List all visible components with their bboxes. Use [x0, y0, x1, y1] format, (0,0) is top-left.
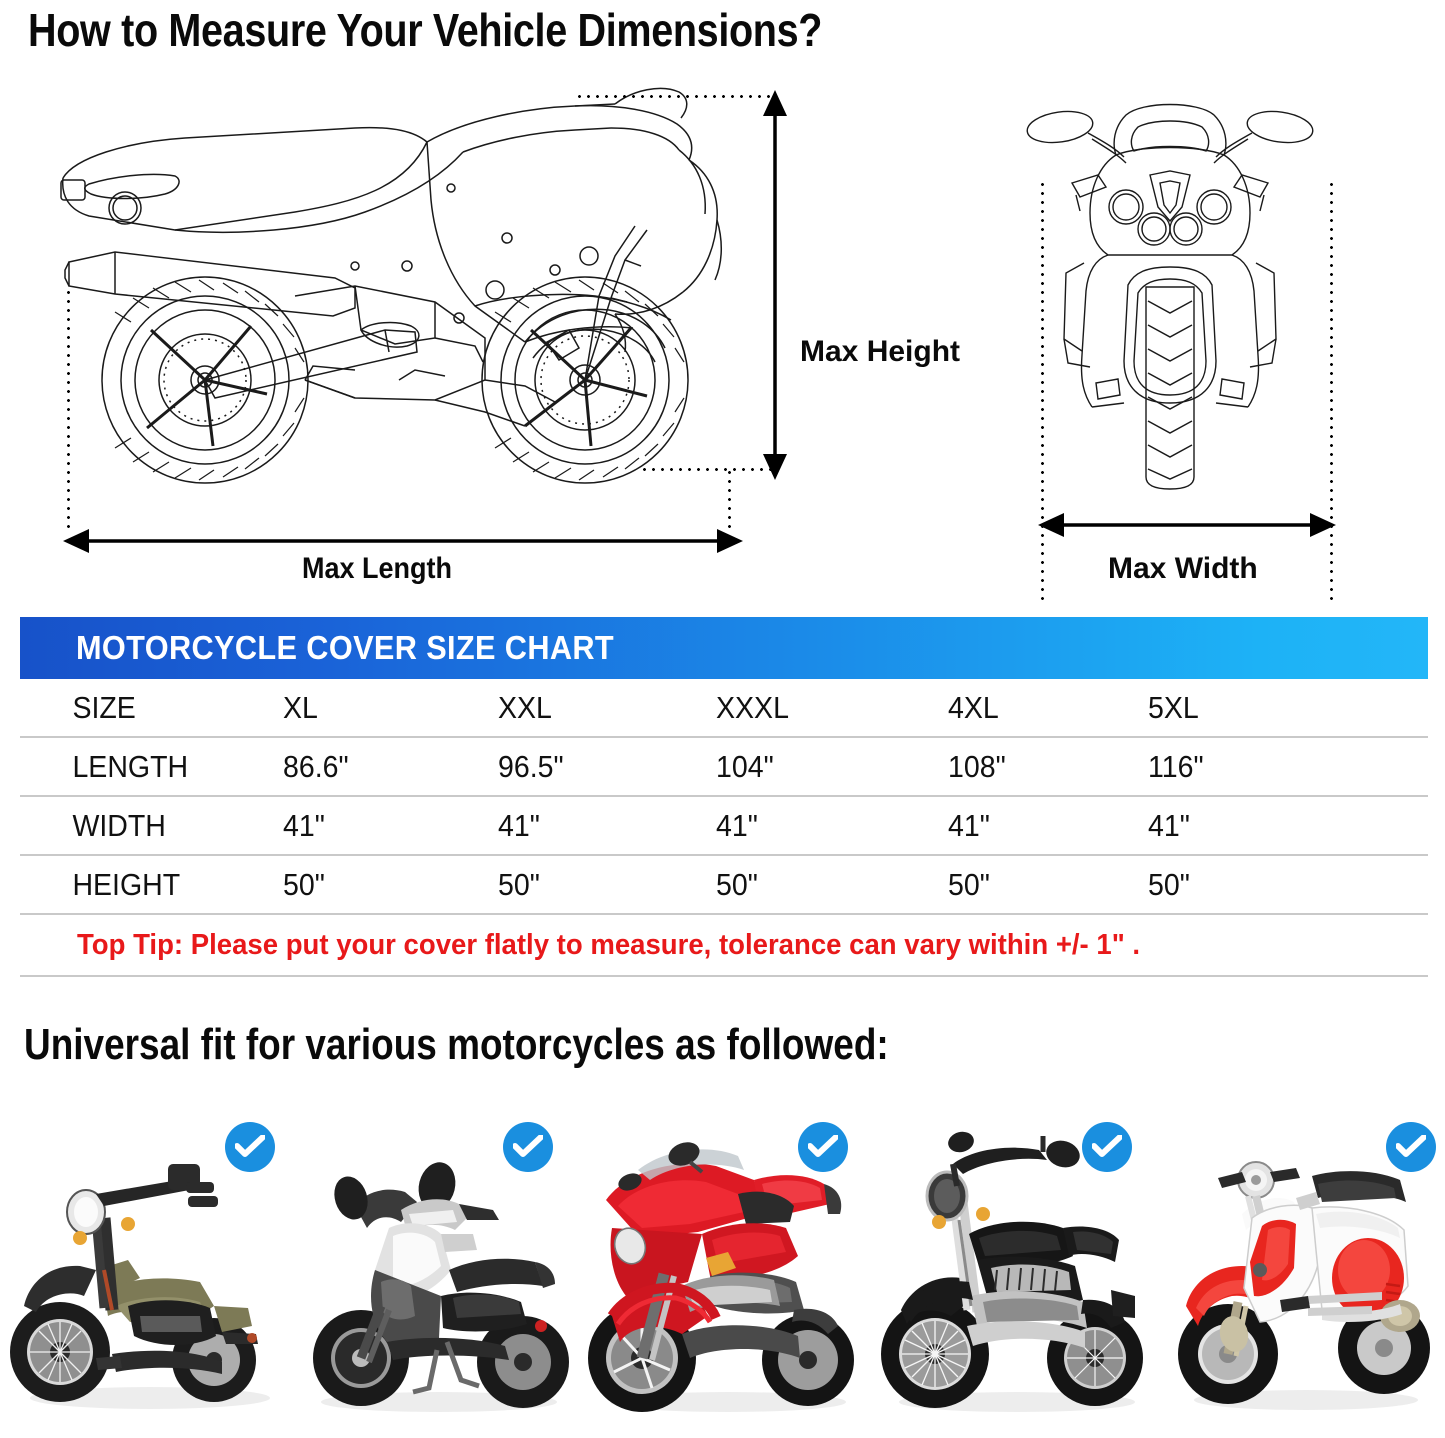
cell-width-xxl: 41" [498, 807, 540, 843]
table-row-height: HEIGHT 50" 50" 50" 50" 50" [20, 856, 1428, 915]
cell-length-5xl: 116" [1148, 748, 1204, 784]
guide-line-right-front [1330, 180, 1333, 600]
table-row-width: WIDTH 41" 41" 41" 41" 41" [20, 797, 1428, 856]
motorcycle-photo-black-cruiser [867, 1110, 1156, 1433]
guide-line-right-side [728, 468, 731, 528]
cell-size-5xl: 5XL [1148, 689, 1199, 725]
cell-width-4xl: 41" [948, 807, 990, 843]
guide-line-left-side [67, 288, 70, 528]
check-badge-2 [503, 1122, 553, 1172]
cell-height-label: HEIGHT [72, 866, 181, 902]
guide-line-top-side [575, 95, 775, 98]
motorcycle-photo-red-sportbike [578, 1110, 867, 1433]
check-badge-4 [1082, 1122, 1132, 1172]
motorcycle-front-view-lineart [1026, 103, 1314, 490]
max-length-arrow [63, 529, 743, 553]
motorcycle-photo-olive-cruiser [0, 1110, 289, 1433]
table-header-title: MOTORCYCLE COVER SIZE CHART [76, 629, 615, 666]
max-height-label: Max Height [800, 335, 961, 368]
motorcycle-photo-vintage-scooter [1156, 1110, 1445, 1433]
check-badge-1 [225, 1122, 275, 1172]
cell-height-xl: 50" [283, 866, 325, 902]
compatible-motorcycles-row [0, 1110, 1445, 1433]
cell-size-label: SIZE [72, 689, 136, 725]
measurement-diagram: Max Height Max Length Max Width [0, 70, 1445, 600]
check-badge-3 [798, 1122, 848, 1172]
cell-length-xxl: 96.5" [498, 748, 564, 784]
table-row-header: SIZE XL XXL XXXL 4XL 5XL [20, 679, 1428, 738]
cell-size-xl: XL [283, 689, 318, 725]
page-title: How to Measure Your Vehicle Dimensions? [28, 4, 823, 56]
size-chart-table: MOTORCYCLE COVER SIZE CHART SIZE XL XXL … [20, 617, 1428, 977]
max-width-arrow [1038, 513, 1336, 537]
cell-size-xxxl: XXXL [716, 689, 789, 725]
cell-height-xxxl: 50" [716, 866, 758, 902]
cell-length-4xl: 108" [948, 748, 1006, 784]
universal-fit-heading: Universal fit for various motorcycles as… [24, 1020, 889, 1069]
max-height-arrow [763, 90, 787, 480]
cell-width-xxxl: 41" [716, 807, 758, 843]
cell-length-label: LENGTH [72, 748, 189, 784]
motorcycle-side-view-lineart [60, 87, 722, 484]
table-row-length: LENGTH 86.6" 96.5" 104" 108" 116" [20, 738, 1428, 797]
top-tip-text: Top Tip: Please put your cover flatly to… [77, 928, 1141, 961]
cell-length-xl: 86.6" [283, 748, 349, 784]
motorcycle-photo-silver-scooter [289, 1110, 578, 1433]
cell-size-4xl: 4XL [948, 689, 999, 725]
cell-size-xxl: XXL [498, 689, 552, 725]
cell-length-xxxl: 104" [716, 748, 774, 784]
cell-width-label: WIDTH [72, 807, 166, 843]
max-length-label: Max Length [302, 552, 453, 585]
guide-line-mid-side [640, 468, 775, 471]
table-header-bar: MOTORCYCLE COVER SIZE CHART [20, 617, 1428, 679]
guide-line-left-front [1041, 180, 1044, 600]
table-row-tip: Top Tip: Please put your cover flatly to… [20, 915, 1428, 977]
check-badge-5 [1386, 1122, 1436, 1172]
cell-height-4xl: 50" [948, 866, 990, 902]
cell-width-5xl: 41" [1148, 807, 1190, 843]
cell-height-xxl: 50" [498, 866, 540, 902]
cell-height-5xl: 50" [1148, 866, 1190, 902]
max-width-label: Max Width [1108, 552, 1258, 585]
cell-width-xl: 41" [283, 807, 325, 843]
